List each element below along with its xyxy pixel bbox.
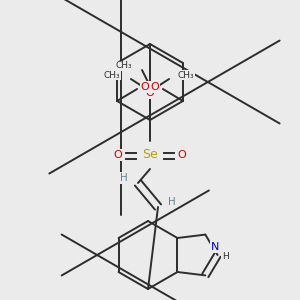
Text: N: N xyxy=(211,242,220,252)
Text: CH₃: CH₃ xyxy=(116,61,132,70)
Text: O: O xyxy=(151,82,159,92)
Text: H: H xyxy=(168,197,176,207)
Text: CH₃: CH₃ xyxy=(103,70,120,80)
Text: O: O xyxy=(141,82,149,92)
Text: H: H xyxy=(222,252,229,261)
Text: O: O xyxy=(146,88,154,98)
Text: O: O xyxy=(114,150,122,160)
Text: Se: Se xyxy=(142,148,158,161)
Text: CH₃: CH₃ xyxy=(177,70,194,80)
Text: H: H xyxy=(120,173,128,183)
Text: O: O xyxy=(178,150,186,160)
